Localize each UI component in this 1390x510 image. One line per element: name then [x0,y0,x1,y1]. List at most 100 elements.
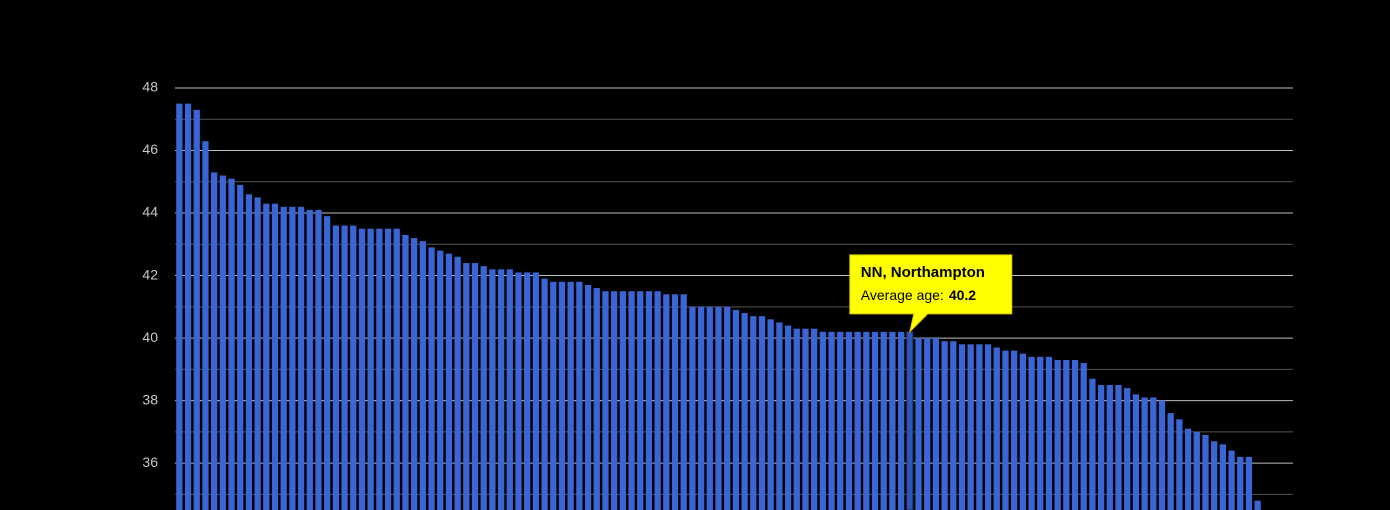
y-tick-label: 42 [142,266,158,282]
bar [211,172,218,510]
bar [880,331,887,510]
bar [1089,378,1096,510]
bar [628,291,635,510]
bar [419,241,426,510]
bar [550,281,557,510]
bar [958,344,966,510]
bar [854,331,861,510]
bar [271,203,279,510]
bar [1002,350,1009,510]
tooltip-box [849,254,1013,334]
bar [237,184,244,510]
bar [1115,384,1122,510]
bar [541,278,548,510]
bar [576,281,583,510]
bar [367,228,374,510]
bar [924,338,931,510]
bar [776,322,783,510]
bar [1124,388,1131,510]
bar [767,319,774,510]
bar [341,225,348,510]
bar [689,306,696,510]
bar [889,331,896,510]
y-tick-label: 36 [142,454,158,470]
bar [489,269,496,510]
bar [463,263,470,510]
bar [280,206,287,510]
bar [741,313,748,510]
bar [906,331,914,510]
bar [793,328,800,510]
bar [897,331,905,510]
bar [193,109,200,510]
bar [602,291,609,510]
bar [176,103,183,510]
bar [350,225,357,510]
bar [967,344,974,510]
bar [289,206,296,510]
bar [1141,397,1148,510]
bar [784,325,792,510]
bar [445,253,453,510]
bar [1045,356,1053,510]
bar [724,306,731,510]
y-tick-label: 48 [142,79,158,95]
y-tick-label: 40 [142,329,158,345]
bar [1019,353,1026,510]
bar [263,203,270,510]
bar [1028,356,1035,510]
bar [497,269,505,510]
bar [584,284,592,510]
bar [715,306,722,510]
bar [254,197,261,510]
bar [811,328,818,510]
bar [819,331,826,510]
bar [1054,359,1061,510]
bar [532,272,540,510]
bar [1237,456,1244,510]
bar [219,175,226,510]
bar [1193,431,1200,510]
bar [1176,419,1183,510]
tooltip-label: Average age: [861,287,944,303]
bar [984,344,992,510]
bar [732,309,740,510]
bar [524,272,531,510]
bar [1211,441,1218,510]
bar [837,331,844,510]
bar [384,228,392,510]
bar [645,291,653,510]
y-tick-label: 38 [142,391,158,407]
tooltip-text: Average age: 40.2 [861,287,976,303]
tooltip: NN, Northampton Average age: 40.2 [849,254,1013,334]
bar [376,228,383,510]
bar [932,338,940,510]
bar [558,281,566,510]
bar [941,341,948,510]
bar [1254,500,1261,510]
bar [567,281,574,510]
bar [993,347,1000,510]
bar [402,234,409,510]
bar [697,306,705,510]
bar [1037,356,1044,510]
tooltip-value: 40.2 [949,287,976,303]
bar [976,344,983,510]
bar [758,316,766,510]
bar [184,103,192,510]
bar [950,341,957,510]
bar [1167,413,1174,510]
bar [471,263,479,510]
bar [593,288,600,510]
bar [802,328,809,510]
bar [611,291,618,510]
bar [202,141,209,510]
bar [1245,456,1253,510]
bar [1202,434,1209,510]
bar [871,331,879,510]
bar [654,291,661,510]
y-tick-label: 46 [142,141,158,157]
y-tick-label: 44 [142,204,158,220]
